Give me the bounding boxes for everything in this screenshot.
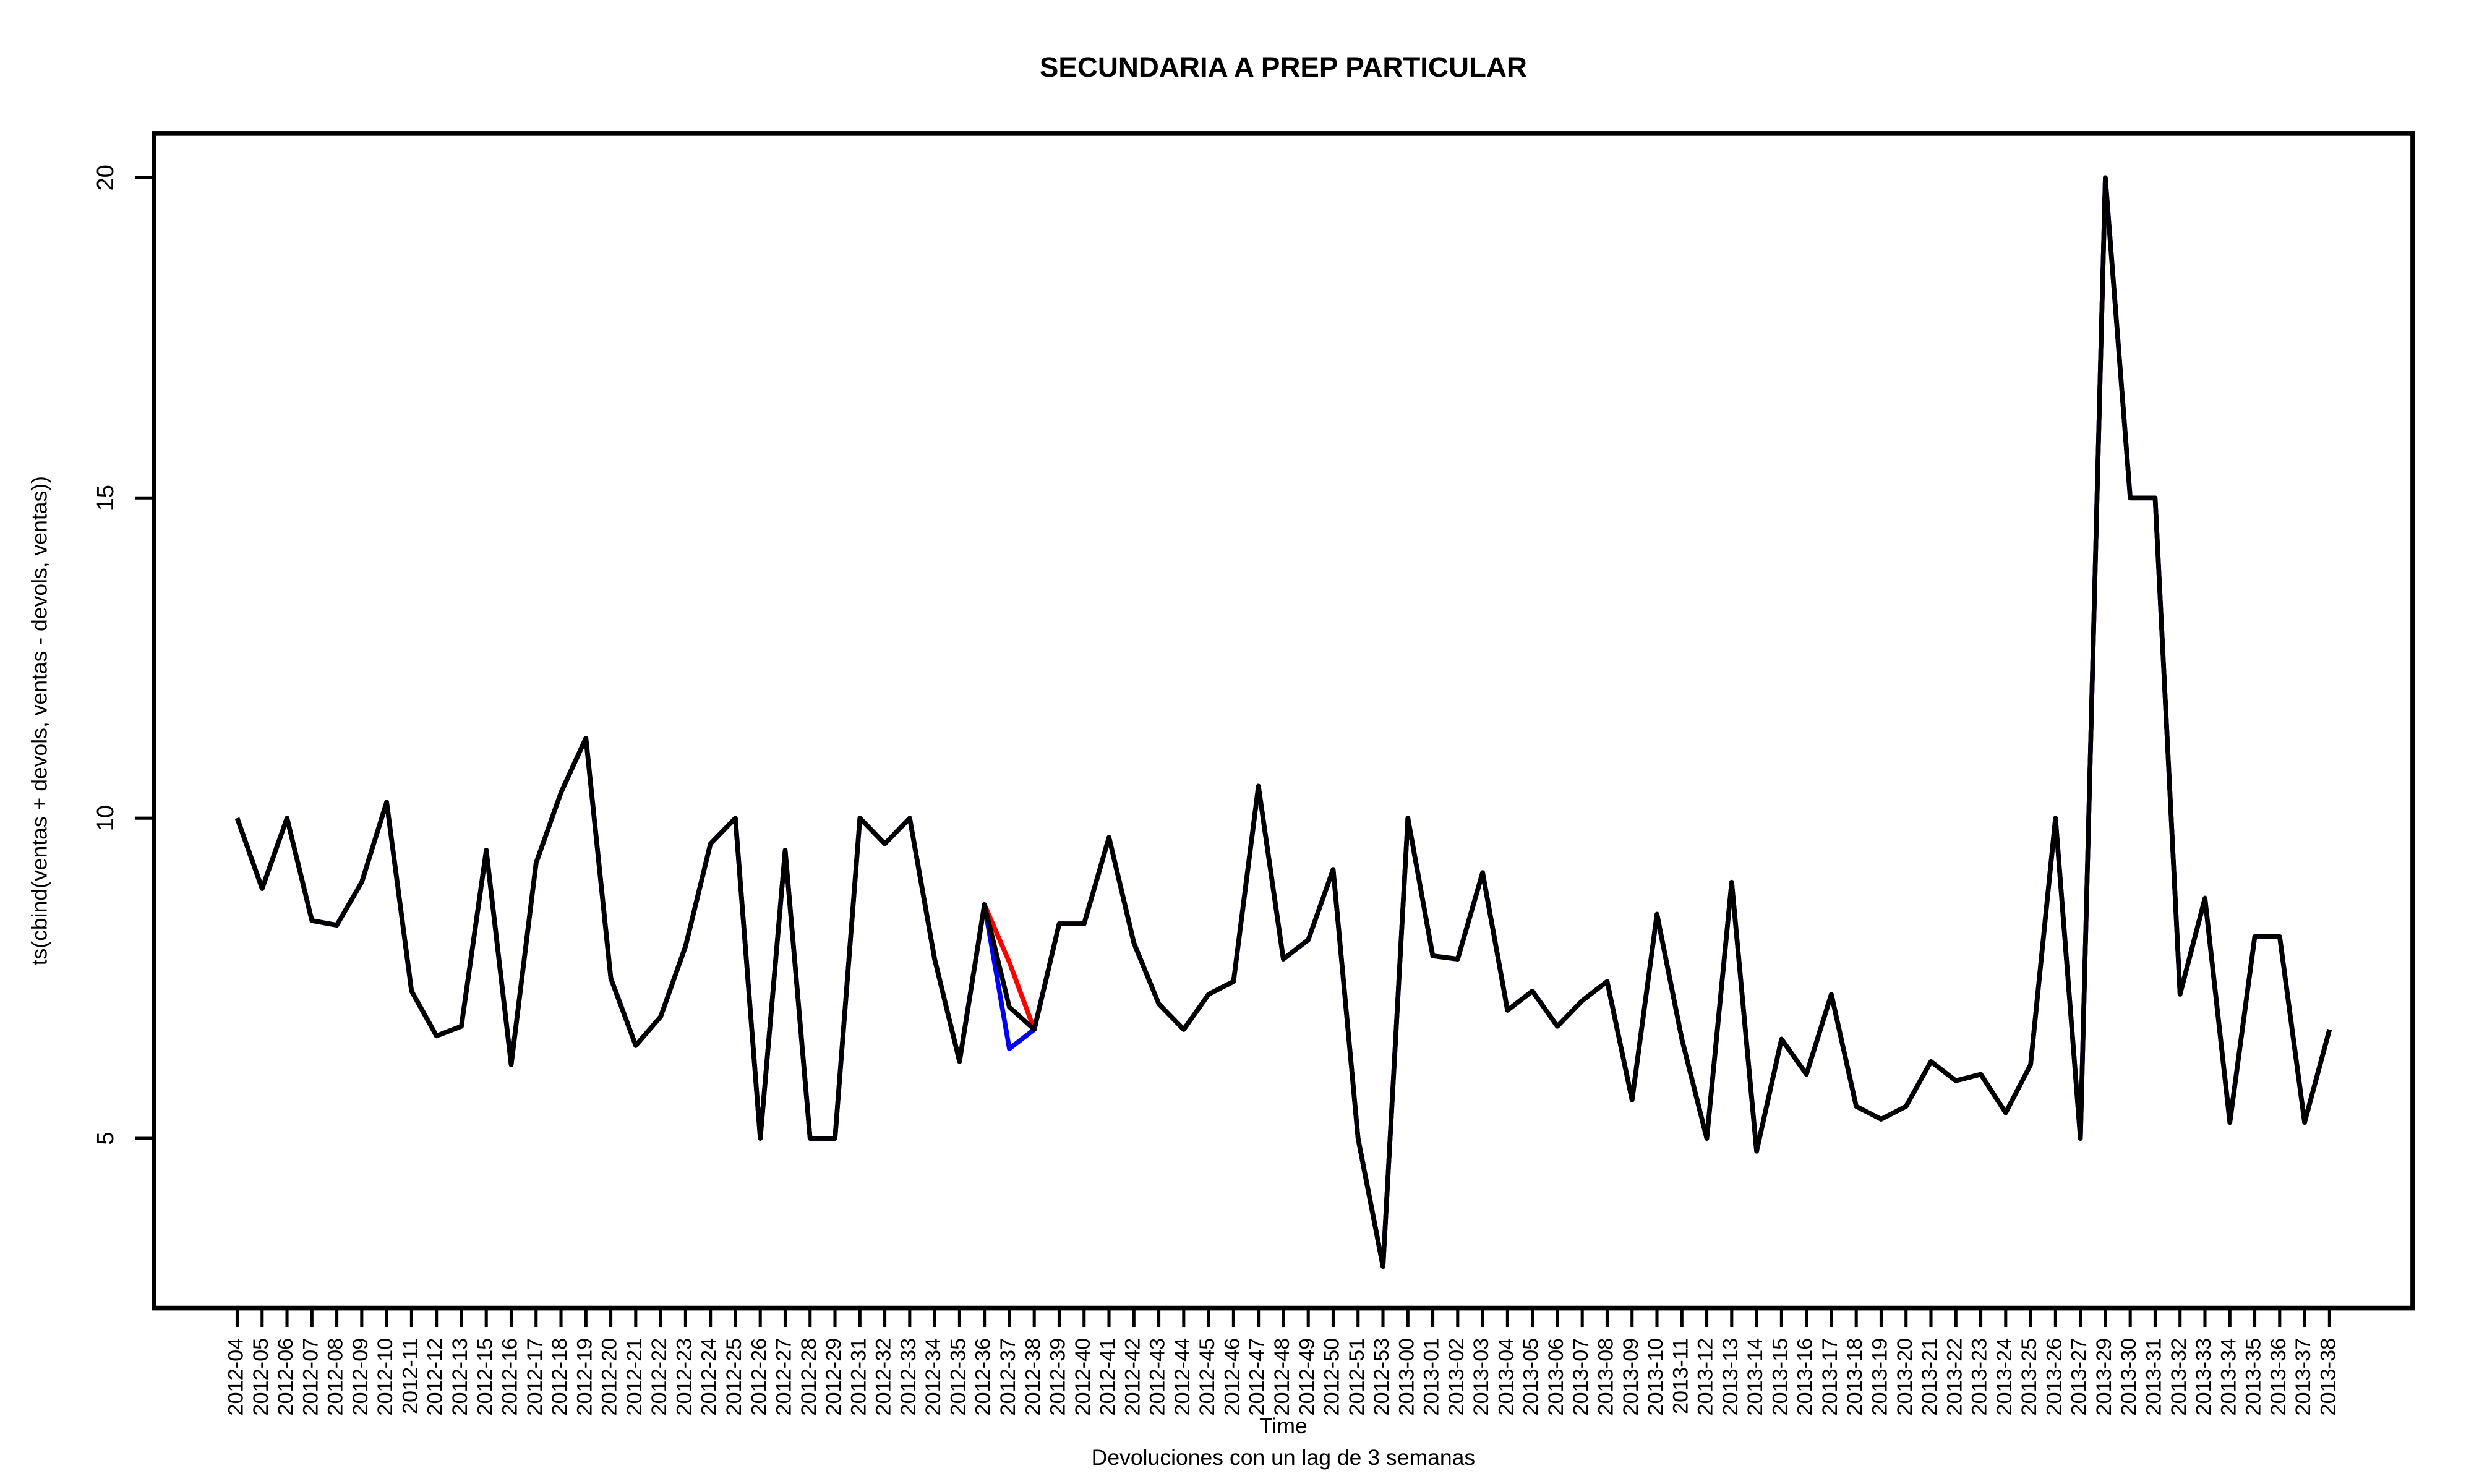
- x-tick-label: 2012-48: [1270, 1338, 1294, 1416]
- y-axis-title: ts(cbind(ventas + devols, ventas - devol…: [27, 476, 51, 965]
- x-tick-label: 2013-14: [1744, 1338, 1767, 1416]
- x-tick-label: 2012-16: [499, 1338, 522, 1416]
- x-tick-label: 2013-16: [1794, 1338, 1817, 1416]
- x-tick-label: 2013-09: [1619, 1338, 1643, 1416]
- x-tick-label: 2012-32: [872, 1338, 896, 1416]
- x-tick-label: 2012-34: [922, 1338, 945, 1416]
- x-tick-label: 2012-22: [648, 1338, 671, 1416]
- y-tick-label: 20: [93, 164, 119, 190]
- x-tick-label: 2012-43: [1146, 1338, 1170, 1416]
- x-tick-label: 2013-36: [2267, 1338, 2290, 1416]
- x-tick-label: 2012-49: [1295, 1338, 1319, 1416]
- x-tick-label: 2013-00: [1395, 1338, 1418, 1416]
- x-tick-label: 2012-40: [1071, 1338, 1095, 1416]
- x-tick-label: 2012-19: [573, 1338, 596, 1416]
- x-tick-label: 2012-45: [1196, 1338, 1219, 1416]
- x-tick-label: 2012-33: [897, 1338, 920, 1416]
- y-tick-label: 5: [93, 1132, 119, 1145]
- x-tick-label: 2012-44: [1171, 1338, 1194, 1416]
- x-tick-label: 2013-07: [1569, 1338, 1593, 1416]
- chart-title: SECUNDARIA A PREP PARTICULAR: [1040, 51, 1527, 83]
- x-tick-label: 2012-11: [398, 1338, 422, 1414]
- x-tick-label: 2012-10: [374, 1338, 397, 1416]
- x-tick-label: 2013-19: [1868, 1338, 1892, 1416]
- x-tick-label: 2013-05: [1520, 1338, 1543, 1416]
- y-tick-label: 15: [93, 485, 119, 511]
- x-tick-label: 2012-31: [847, 1338, 870, 1416]
- x-tick-label: 2013-33: [2192, 1338, 2215, 1416]
- x-tick-label: 2012-04: [225, 1338, 248, 1416]
- series-line: [234, 175, 2332, 1269]
- x-tick-label: 2012-41: [1096, 1338, 1119, 1416]
- x-tick-label: 2013-20: [1893, 1338, 1917, 1416]
- x-tick-label: 2012-15: [473, 1338, 497, 1416]
- x-tick-label: 2013-13: [1719, 1338, 1742, 1416]
- x-tick-label: 2013-25: [2018, 1338, 2041, 1416]
- x-tick-label: 2012-08: [324, 1338, 348, 1416]
- x-tick-label: 2012-51: [1345, 1338, 1369, 1416]
- x-tick-label: 2012-27: [773, 1338, 796, 1416]
- x-tick-label: 2013-02: [1445, 1338, 1468, 1416]
- x-tick-label: 2013-12: [1694, 1338, 1718, 1416]
- x-tick-label: 2012-36: [972, 1338, 995, 1416]
- subtitle: Devoluciones con un lag de 3 semanas: [1092, 1445, 1476, 1470]
- x-tick-label: 2012-05: [249, 1338, 273, 1416]
- x-tick-label: 2013-22: [1943, 1338, 1966, 1416]
- x-tick-label: 2013-17: [1818, 1338, 1842, 1416]
- x-axis-title: Time: [1259, 1414, 1308, 1438]
- x-tick-label: 2013-38: [2316, 1338, 2340, 1416]
- x-tick-label: 2013-27: [2068, 1338, 2091, 1416]
- x-tick-label: 2012-23: [672, 1338, 696, 1416]
- x-tick-label: 2013-31: [2142, 1338, 2166, 1416]
- x-tick-label: 2012-17: [523, 1338, 547, 1416]
- series-line: [234, 175, 2332, 1269]
- x-tick-label: 2013-10: [1644, 1338, 1667, 1416]
- x-tick-label: 2012-12: [424, 1338, 447, 1416]
- x-tick-label: 2012-50: [1320, 1338, 1344, 1416]
- x-tick-label: 2012-26: [747, 1338, 771, 1416]
- x-tick-label: 2013-18: [1843, 1338, 1867, 1416]
- x-tick-label: 2012-37: [996, 1338, 1020, 1416]
- x-tick-label: 2012-09: [349, 1338, 372, 1416]
- x-tick-label: 2013-21: [1918, 1338, 1941, 1416]
- x-tick-label: 2012-13: [448, 1338, 472, 1416]
- x-tick-label: 2012-21: [623, 1338, 646, 1416]
- x-tick-label: 2013-30: [2117, 1338, 2141, 1416]
- x-tick-label: 2013-08: [1594, 1338, 1618, 1416]
- series-line: [234, 175, 2332, 1269]
- x-tick-label: 2013-24: [1993, 1338, 2016, 1416]
- x-tick-label: 2013-26: [2042, 1338, 2066, 1416]
- x-tick-label: 2012-07: [299, 1338, 322, 1416]
- x-tick-label: 2013-03: [1470, 1338, 1493, 1416]
- x-tick-label: 2013-04: [1494, 1338, 1518, 1416]
- x-tick-label: 2013-11: [1669, 1338, 1692, 1414]
- x-tick-label: 2013-01: [1420, 1338, 1444, 1416]
- x-tick-label: 2012-20: [598, 1338, 622, 1416]
- x-tick-label: 2012-46: [1220, 1338, 1244, 1416]
- x-tick-label: 2012-42: [1121, 1338, 1144, 1416]
- x-tick-label: 2012-18: [548, 1338, 571, 1416]
- x-tick-label: 2013-34: [2217, 1338, 2240, 1416]
- x-tick-label: 2012-53: [1370, 1338, 1393, 1416]
- x-tick-label: 2012-06: [274, 1338, 297, 1416]
- plot-frame: [152, 131, 2415, 1311]
- x-tick-label: 2012-47: [1246, 1338, 1269, 1416]
- x-tick-label: 2013-29: [2092, 1338, 2116, 1416]
- x-tick-label: 2012-38: [1021, 1338, 1045, 1416]
- x-tick-label: 2013-35: [2242, 1338, 2266, 1416]
- x-tick-label: 2013-15: [1768, 1338, 1792, 1416]
- x-tick-label: 2012-28: [797, 1338, 821, 1416]
- x-tick-label: 2013-23: [1968, 1338, 1992, 1416]
- x-tick-label: 2013-32: [2167, 1338, 2191, 1416]
- x-tick-label: 2013-06: [1544, 1338, 1568, 1416]
- x-tick-label: 2012-39: [1047, 1338, 1070, 1416]
- x-tick-label: 2012-29: [822, 1338, 845, 1416]
- y-tick-label: 10: [93, 805, 119, 831]
- x-tick-label: 2012-25: [722, 1338, 746, 1416]
- x-tick-label: 2012-24: [698, 1338, 721, 1416]
- x-tick-label: 2013-37: [2292, 1338, 2315, 1416]
- x-tick-label: 2012-35: [946, 1338, 970, 1416]
